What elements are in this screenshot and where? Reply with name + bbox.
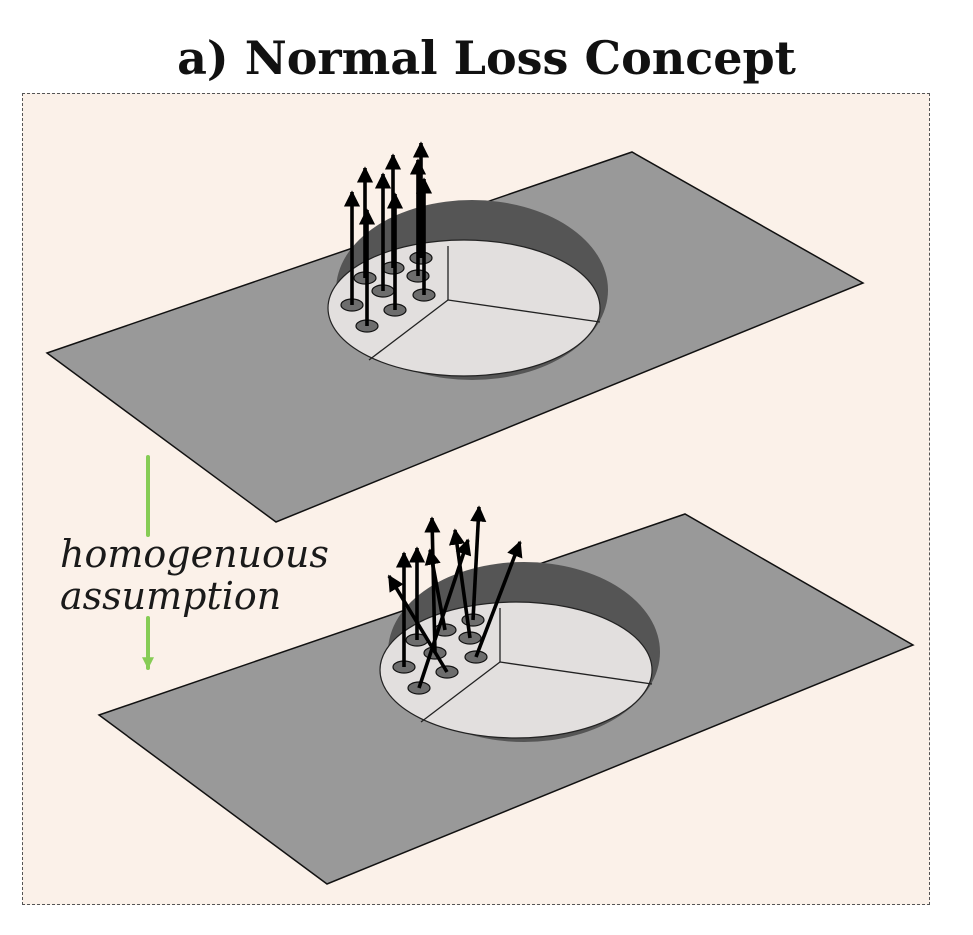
assumption-label-line1: homogenuous xyxy=(60,532,329,576)
bottom-scene xyxy=(97,505,915,885)
bottom-normal-arrow xyxy=(470,505,487,621)
bottom-normal-arrow xyxy=(474,540,523,658)
assumption-label-line2: assumption xyxy=(60,574,282,618)
top-disk-dividers xyxy=(368,246,601,361)
top-normal-arrows xyxy=(343,141,433,326)
bottom-normal-arrows xyxy=(387,505,523,689)
bottom-normal-arrow xyxy=(424,516,441,654)
bottom-disk xyxy=(379,601,653,739)
top-scene xyxy=(45,141,865,523)
figure-title: a) Normal Loss Concept xyxy=(177,31,796,85)
bottom-normal-arrow xyxy=(417,538,472,689)
bottom-disk-dividers xyxy=(420,608,653,723)
bottom-normal-arrow xyxy=(387,574,449,673)
